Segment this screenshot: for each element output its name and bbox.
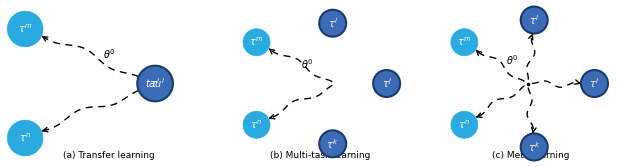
Text: (c) Meta learning: (c) Meta learning <box>492 151 570 160</box>
Circle shape <box>521 133 548 160</box>
Text: $\tau^j$: $\tau^j$ <box>381 77 392 90</box>
Circle shape <box>138 66 173 101</box>
Circle shape <box>319 130 346 157</box>
Text: $\tau^l$: $\tau^l$ <box>529 13 540 27</box>
Text: (a) Transfer learning: (a) Transfer learning <box>63 151 155 160</box>
Text: $\tau^n$: $\tau^n$ <box>458 119 470 131</box>
Text: $\theta^0$: $\theta^0$ <box>301 58 314 71</box>
Text: $\tau^n$: $\tau^n$ <box>19 132 31 144</box>
Circle shape <box>7 120 43 156</box>
Circle shape <box>138 66 173 101</box>
Text: $\tau^n$: $\tau^n$ <box>250 119 262 131</box>
Circle shape <box>451 29 478 56</box>
Text: $tau^l$: $tau^l$ <box>145 77 165 90</box>
Circle shape <box>243 111 270 138</box>
Text: $\tau^k$: $\tau^k$ <box>326 137 339 151</box>
Circle shape <box>7 11 43 47</box>
Circle shape <box>451 111 478 138</box>
Circle shape <box>319 10 346 37</box>
Text: $\tau^l$: $\tau^l$ <box>150 77 160 90</box>
Text: $\tau^m$: $\tau^m$ <box>457 36 472 48</box>
Text: $\tau^m$: $\tau^m$ <box>18 23 33 35</box>
Circle shape <box>581 70 608 97</box>
Circle shape <box>373 70 400 97</box>
Text: (b) Multi-task learning: (b) Multi-task learning <box>270 151 370 160</box>
Text: $\tau^l$: $\tau^l$ <box>589 77 600 90</box>
Text: $\tau^l$: $\tau^l$ <box>328 16 338 30</box>
Circle shape <box>521 7 548 34</box>
Circle shape <box>243 29 270 56</box>
Text: $\tau^m$: $\tau^m$ <box>250 36 264 48</box>
Text: $\tau^k$: $\tau^k$ <box>528 140 540 154</box>
Text: $\theta^0$: $\theta^0$ <box>506 53 518 67</box>
Text: $\theta^0$: $\theta^0$ <box>102 47 115 61</box>
